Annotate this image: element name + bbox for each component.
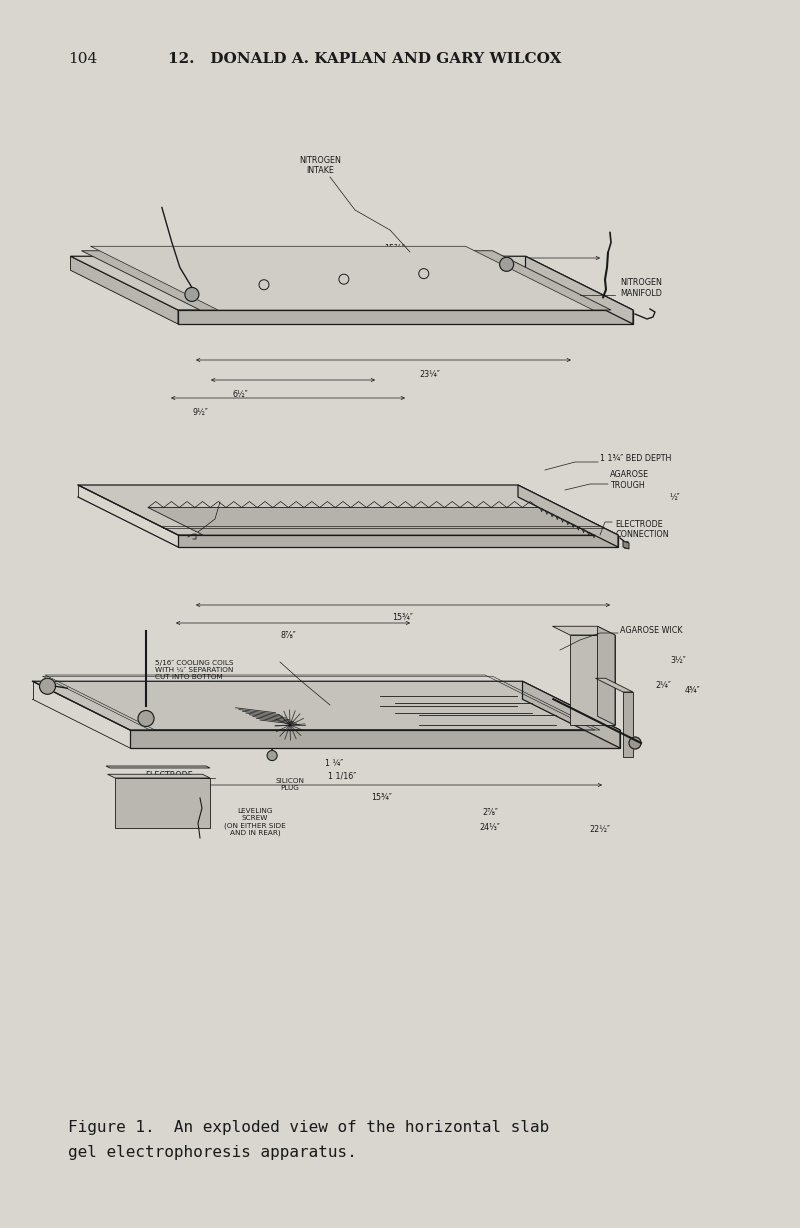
Text: 2¼″: 2¼″ bbox=[655, 680, 671, 689]
Text: REAR PIPE FITTING
FOR BUFFER
RECIRCULATION: REAR PIPE FITTING FOR BUFFER RECIRCULATI… bbox=[135, 720, 202, 740]
Text: 4¾″: 4¾″ bbox=[685, 685, 701, 695]
Text: NITROGEN
MANIFOLD: NITROGEN MANIFOLD bbox=[620, 279, 662, 297]
Polygon shape bbox=[522, 682, 620, 748]
Polygon shape bbox=[526, 257, 633, 324]
Polygon shape bbox=[90, 247, 593, 309]
Polygon shape bbox=[553, 626, 615, 635]
Text: LEVELING
SCREW
(ON EITHER SIDE
AND IN REAR): LEVELING SCREW (ON EITHER SIDE AND IN RE… bbox=[224, 808, 286, 836]
Text: 22½″: 22½″ bbox=[590, 825, 610, 834]
Polygon shape bbox=[130, 729, 620, 748]
Text: 15⅞″: 15⅞″ bbox=[385, 244, 406, 253]
Text: ¾″: ¾″ bbox=[157, 791, 167, 799]
Polygon shape bbox=[570, 635, 615, 725]
Circle shape bbox=[500, 258, 514, 271]
Text: 12.   DONALD A. KAPLAN AND GARY WILCOX: 12. DONALD A. KAPLAN AND GARY WILCOX bbox=[168, 52, 562, 66]
Polygon shape bbox=[178, 309, 633, 324]
Text: ½″: ½″ bbox=[670, 492, 681, 501]
Text: 2⅞″: 2⅞″ bbox=[482, 808, 498, 817]
Text: 1 1/16″: 1 1/16″ bbox=[328, 771, 356, 781]
Polygon shape bbox=[106, 766, 210, 768]
Polygon shape bbox=[623, 542, 629, 549]
Text: 8 ⅞″: 8 ⅞″ bbox=[161, 803, 179, 812]
Text: 24⅓″: 24⅓″ bbox=[479, 823, 501, 833]
Polygon shape bbox=[82, 251, 611, 309]
Text: 8⅞″: 8⅞″ bbox=[280, 631, 296, 640]
Polygon shape bbox=[148, 507, 593, 535]
Text: 6½″: 6½″ bbox=[232, 391, 248, 399]
Text: Figure 1.  An exploded view of the horizontal slab: Figure 1. An exploded view of the horizo… bbox=[68, 1120, 550, 1135]
Circle shape bbox=[185, 287, 199, 301]
Text: 15¾″: 15¾″ bbox=[371, 793, 393, 802]
Polygon shape bbox=[33, 682, 620, 729]
Text: 9½″: 9½″ bbox=[192, 408, 208, 418]
Text: 104: 104 bbox=[68, 52, 98, 66]
Text: ELECTRODE
CONNECTION: ELECTRODE CONNECTION bbox=[615, 519, 669, 539]
Polygon shape bbox=[107, 774, 210, 779]
Text: 23¼″: 23¼″ bbox=[419, 370, 441, 379]
Polygon shape bbox=[598, 626, 615, 725]
Polygon shape bbox=[178, 535, 618, 546]
Text: gel electrophoresis apparatus.: gel electrophoresis apparatus. bbox=[68, 1144, 357, 1160]
Text: ELECTRODE: ELECTRODE bbox=[145, 770, 193, 780]
Polygon shape bbox=[595, 678, 633, 693]
Text: 5″: 5″ bbox=[212, 512, 220, 521]
Text: 1 ¼″: 1 ¼″ bbox=[325, 759, 343, 768]
Circle shape bbox=[39, 678, 55, 694]
Text: NITROGEN
INTAKE: NITROGEN INTAKE bbox=[299, 156, 341, 176]
Text: 1 1¾″ BED DEPTH: 1 1¾″ BED DEPTH bbox=[600, 453, 671, 463]
Text: AGAROSE
TROUGH: AGAROSE TROUGH bbox=[610, 470, 649, 490]
Polygon shape bbox=[70, 257, 633, 309]
Circle shape bbox=[138, 711, 154, 727]
Text: 5/16″ COOLING COILS
WITH ¼″ SEPARATION
CUT INTO BOTTOM
ACRYLIC SHEET
LEADING TO : 5/16″ COOLING COILS WITH ¼″ SEPARATION C… bbox=[155, 659, 234, 701]
Text: AGAROSE WICK: AGAROSE WICK bbox=[620, 625, 682, 635]
Polygon shape bbox=[78, 485, 618, 535]
Text: 3/16″ GROOVE: 3/16″ GROOVE bbox=[135, 496, 193, 505]
Polygon shape bbox=[70, 257, 178, 324]
Circle shape bbox=[629, 737, 641, 749]
Text: 8⅞″: 8⅞″ bbox=[122, 820, 138, 829]
Circle shape bbox=[267, 750, 277, 760]
Text: 15¾″: 15¾″ bbox=[393, 613, 414, 623]
Text: 3½″: 3½″ bbox=[670, 656, 686, 664]
Text: ¼″: ¼″ bbox=[140, 506, 150, 516]
Text: SILICON
PLUG: SILICON PLUG bbox=[275, 779, 305, 791]
Polygon shape bbox=[115, 779, 210, 828]
Polygon shape bbox=[623, 693, 633, 756]
Polygon shape bbox=[518, 485, 618, 546]
